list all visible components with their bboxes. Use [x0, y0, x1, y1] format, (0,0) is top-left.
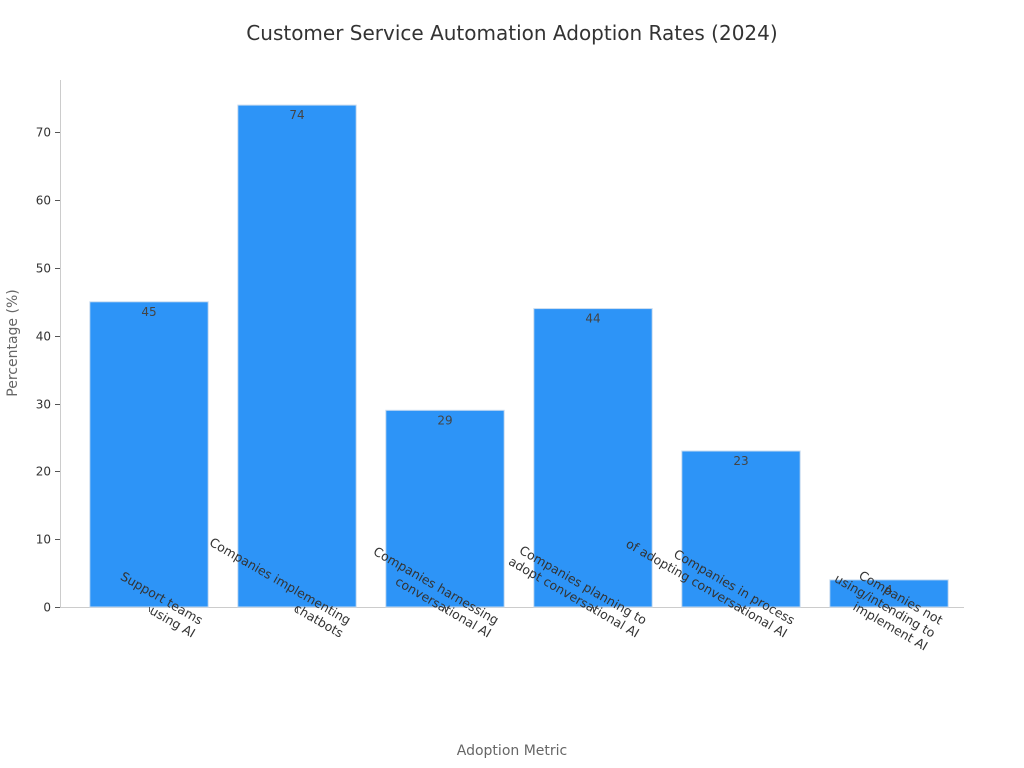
bar-value-label: 74 — [289, 108, 304, 122]
y-axis-title: Percentage (%) — [5, 289, 21, 396]
y-tick-label: 30 — [36, 398, 51, 412]
bar-value-label: 44 — [585, 312, 600, 326]
bar — [385, 409, 505, 608]
bar — [829, 579, 949, 608]
y-tick-label: 60 — [36, 194, 51, 208]
bar — [89, 301, 209, 608]
y-tick-label: 0 — [43, 601, 51, 615]
y-tick-label: 50 — [36, 262, 51, 276]
bar-value-label: 45 — [141, 305, 156, 319]
bars-group: 45 74 29 44 23 4 — [89, 104, 949, 608]
y-tick-label: 20 — [36, 465, 51, 479]
bar — [533, 308, 653, 608]
y-tick-label: 70 — [36, 126, 51, 140]
x-axis-title: Adoption Metric — [457, 743, 567, 759]
bar-value-label: 23 — [733, 454, 748, 468]
y-axis-ticks: 0 10 20 30 40 50 60 70 — [36, 126, 60, 615]
x-axis-ticks: Support teamsusing AI Companies implement… — [118, 534, 946, 653]
y-tick-label: 40 — [36, 330, 51, 344]
chart-title: Customer Service Automation Adoption Rat… — [246, 21, 777, 45]
bar-value-label: 4 — [885, 583, 893, 597]
bar — [237, 104, 357, 608]
y-tick-label: 10 — [36, 533, 51, 547]
bar-value-label: 29 — [437, 413, 452, 427]
